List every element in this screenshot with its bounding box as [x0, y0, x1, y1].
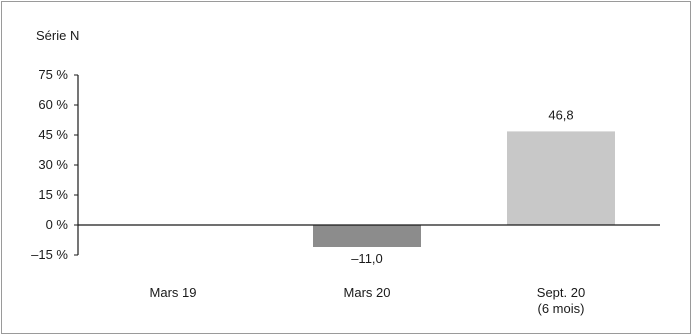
- y-tick-label: 0 %: [46, 217, 69, 232]
- x-axis: Mars 19 Mars 20 Sept. 20 (6 mois): [78, 224, 660, 316]
- x-tick-label: Sept. 20 (6 mois): [537, 285, 585, 316]
- value-labels: –11,0 46,8: [351, 107, 573, 266]
- y-tick-label: 30 %: [38, 157, 68, 172]
- y-tick-label: 60 %: [38, 97, 68, 112]
- y-tick-label: –15 %: [31, 247, 68, 262]
- y-axis: –15 % 0 % 15 % 30 % 45 % 60 % 75 %: [31, 67, 79, 262]
- data-label: 46,8: [548, 107, 573, 122]
- y-tick-label: 75 %: [38, 67, 68, 82]
- x-tick-label: Mars 19: [150, 285, 197, 300]
- y-tick-label: 45 %: [38, 127, 68, 142]
- data-label: –11,0: [351, 251, 383, 266]
- chart-title: Série N: [36, 28, 79, 43]
- bar: [507, 131, 615, 225]
- bars: [313, 131, 615, 247]
- bar: [313, 225, 421, 247]
- x-tick-label: Mars 20: [344, 285, 391, 300]
- y-tick-label: 15 %: [38, 187, 68, 202]
